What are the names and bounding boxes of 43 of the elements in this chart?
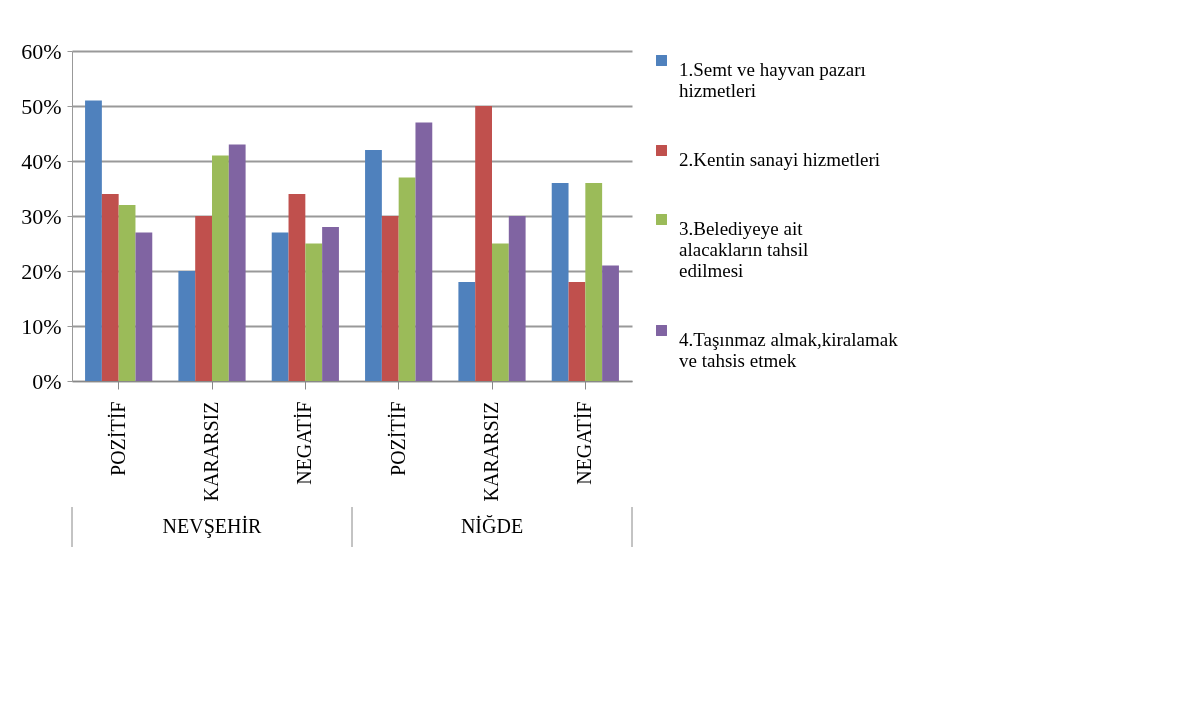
bar xyxy=(118,205,136,381)
text: NEVŞEHİR xyxy=(162,515,263,538)
x-tick-label: POZİTİF xyxy=(386,401,409,476)
x-tick-label: KARARSIZ xyxy=(480,401,502,502)
y-tick-label: 20% xyxy=(21,258,62,284)
bar xyxy=(228,144,246,381)
bar xyxy=(381,216,399,381)
legend-label: 2.Kentin sanayi hizmetleri xyxy=(679,148,881,170)
bar xyxy=(458,282,476,381)
x-tick-label: POZİTİF xyxy=(106,401,129,476)
bar xyxy=(551,183,569,381)
y-tick-label: 40% xyxy=(21,148,62,174)
y-tick-label: 30% xyxy=(21,203,62,229)
bar xyxy=(602,265,619,381)
bar xyxy=(322,227,339,381)
bar xyxy=(585,183,603,381)
text: NİĞDE xyxy=(460,515,524,537)
bar xyxy=(212,155,229,381)
bar xyxy=(101,194,119,381)
bar xyxy=(271,232,289,381)
bar xyxy=(195,216,212,381)
bar xyxy=(365,150,382,381)
bar xyxy=(508,216,526,381)
y-tick-label: 50% xyxy=(21,93,62,119)
x-tick-label: KARARSIZ xyxy=(200,401,222,502)
x-tick-label: NEGATİF xyxy=(293,401,316,485)
legend-label: 1.Semt ve hayvan pazarı hizmetleri xyxy=(679,58,866,101)
x-tick-label: NEGATİF xyxy=(573,401,596,485)
legend-label: 4.Taşınmaz almak,kiralamak ve tahsis etmek xyxy=(679,328,899,371)
bar xyxy=(178,271,196,381)
bar xyxy=(398,177,416,381)
bar xyxy=(85,100,102,381)
bar xyxy=(305,243,323,381)
y-tick-label: 10% xyxy=(21,313,62,339)
bar xyxy=(475,106,492,381)
bar xyxy=(568,282,586,381)
bar xyxy=(135,232,153,381)
y-tick-label: 60% xyxy=(21,38,62,64)
bar xyxy=(288,194,306,381)
bar xyxy=(415,122,433,381)
legend-label: 3.Belediyeye ait alacakların tahsil edilmesi xyxy=(679,217,809,281)
y-tick-label: 0% xyxy=(32,368,62,394)
bar xyxy=(492,243,509,381)
